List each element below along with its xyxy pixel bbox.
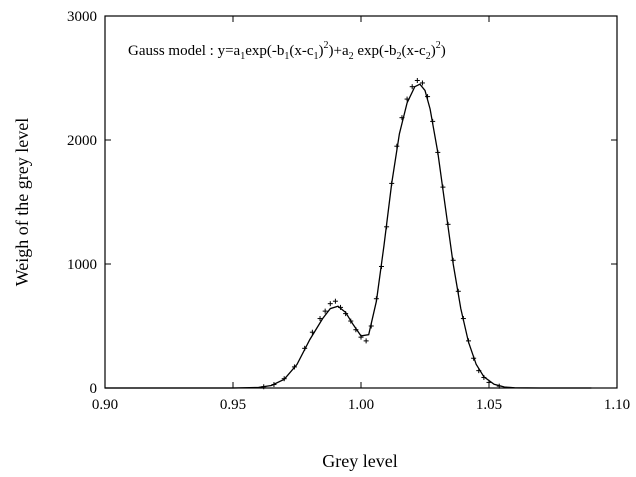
y-axis-title: Weigh of the grey level [12, 118, 32, 287]
data-point [291, 364, 297, 370]
axis-ticks [104, 15, 618, 389]
data-point [430, 118, 436, 124]
y-tick-label: 1000 [67, 257, 97, 273]
data-point [322, 308, 328, 314]
data-point [481, 374, 487, 380]
x-tick-label: 0.90 [92, 397, 118, 413]
data-point [496, 383, 502, 389]
data-point [466, 338, 472, 344]
tick-labels: 0.90 0.95 1.00 1.05 1.10 0 1000 2000 3000 [67, 9, 630, 413]
data-point [419, 80, 425, 86]
data-point [460, 316, 466, 322]
plot-frame [104, 15, 618, 389]
model-annotation: Gauss model : y=a1exp(-b1(x-c1)2)+a2 exp… [128, 40, 446, 62]
data-point [271, 382, 277, 388]
data-point [450, 257, 456, 263]
x-tick-label: 1.05 [476, 397, 502, 413]
plot-border [104, 15, 618, 389]
data-point [358, 334, 364, 340]
x-tick-label: 0.95 [220, 397, 246, 413]
data-point [261, 384, 267, 390]
data-point [368, 323, 374, 329]
data-point [332, 298, 338, 304]
data-point [317, 316, 323, 322]
data-point [363, 338, 369, 344]
data-point [445, 221, 451, 227]
data-point [338, 304, 344, 310]
model-curve [105, 83, 592, 389]
data-point [486, 379, 492, 385]
data-point [353, 327, 359, 333]
data-point [425, 94, 431, 100]
data-point [343, 311, 349, 317]
y-tick-label: 2000 [67, 133, 97, 149]
data-point [414, 77, 420, 83]
x-tick-label: 1.00 [348, 397, 374, 413]
data-point [327, 301, 333, 307]
data-point [404, 96, 410, 102]
y-tick-label: 0 [90, 381, 98, 397]
data-point [399, 115, 405, 121]
data-point [394, 143, 400, 149]
data-point [281, 376, 287, 382]
data-point [455, 288, 461, 294]
data-point [389, 180, 395, 186]
y-tick-label: 3000 [67, 9, 97, 25]
data-point [384, 224, 390, 230]
data-point [378, 263, 384, 269]
data-point [309, 329, 315, 335]
x-tick-label: 1.10 [604, 397, 630, 413]
series-layer [105, 77, 592, 390]
data-point [348, 318, 354, 324]
data-point [471, 355, 477, 361]
data-point [476, 368, 482, 374]
data-point [373, 296, 379, 302]
data-point [302, 345, 308, 351]
data-point [409, 84, 415, 90]
data-point [435, 149, 441, 155]
data-point [440, 184, 446, 190]
x-axis-title: Grey level [322, 451, 397, 471]
